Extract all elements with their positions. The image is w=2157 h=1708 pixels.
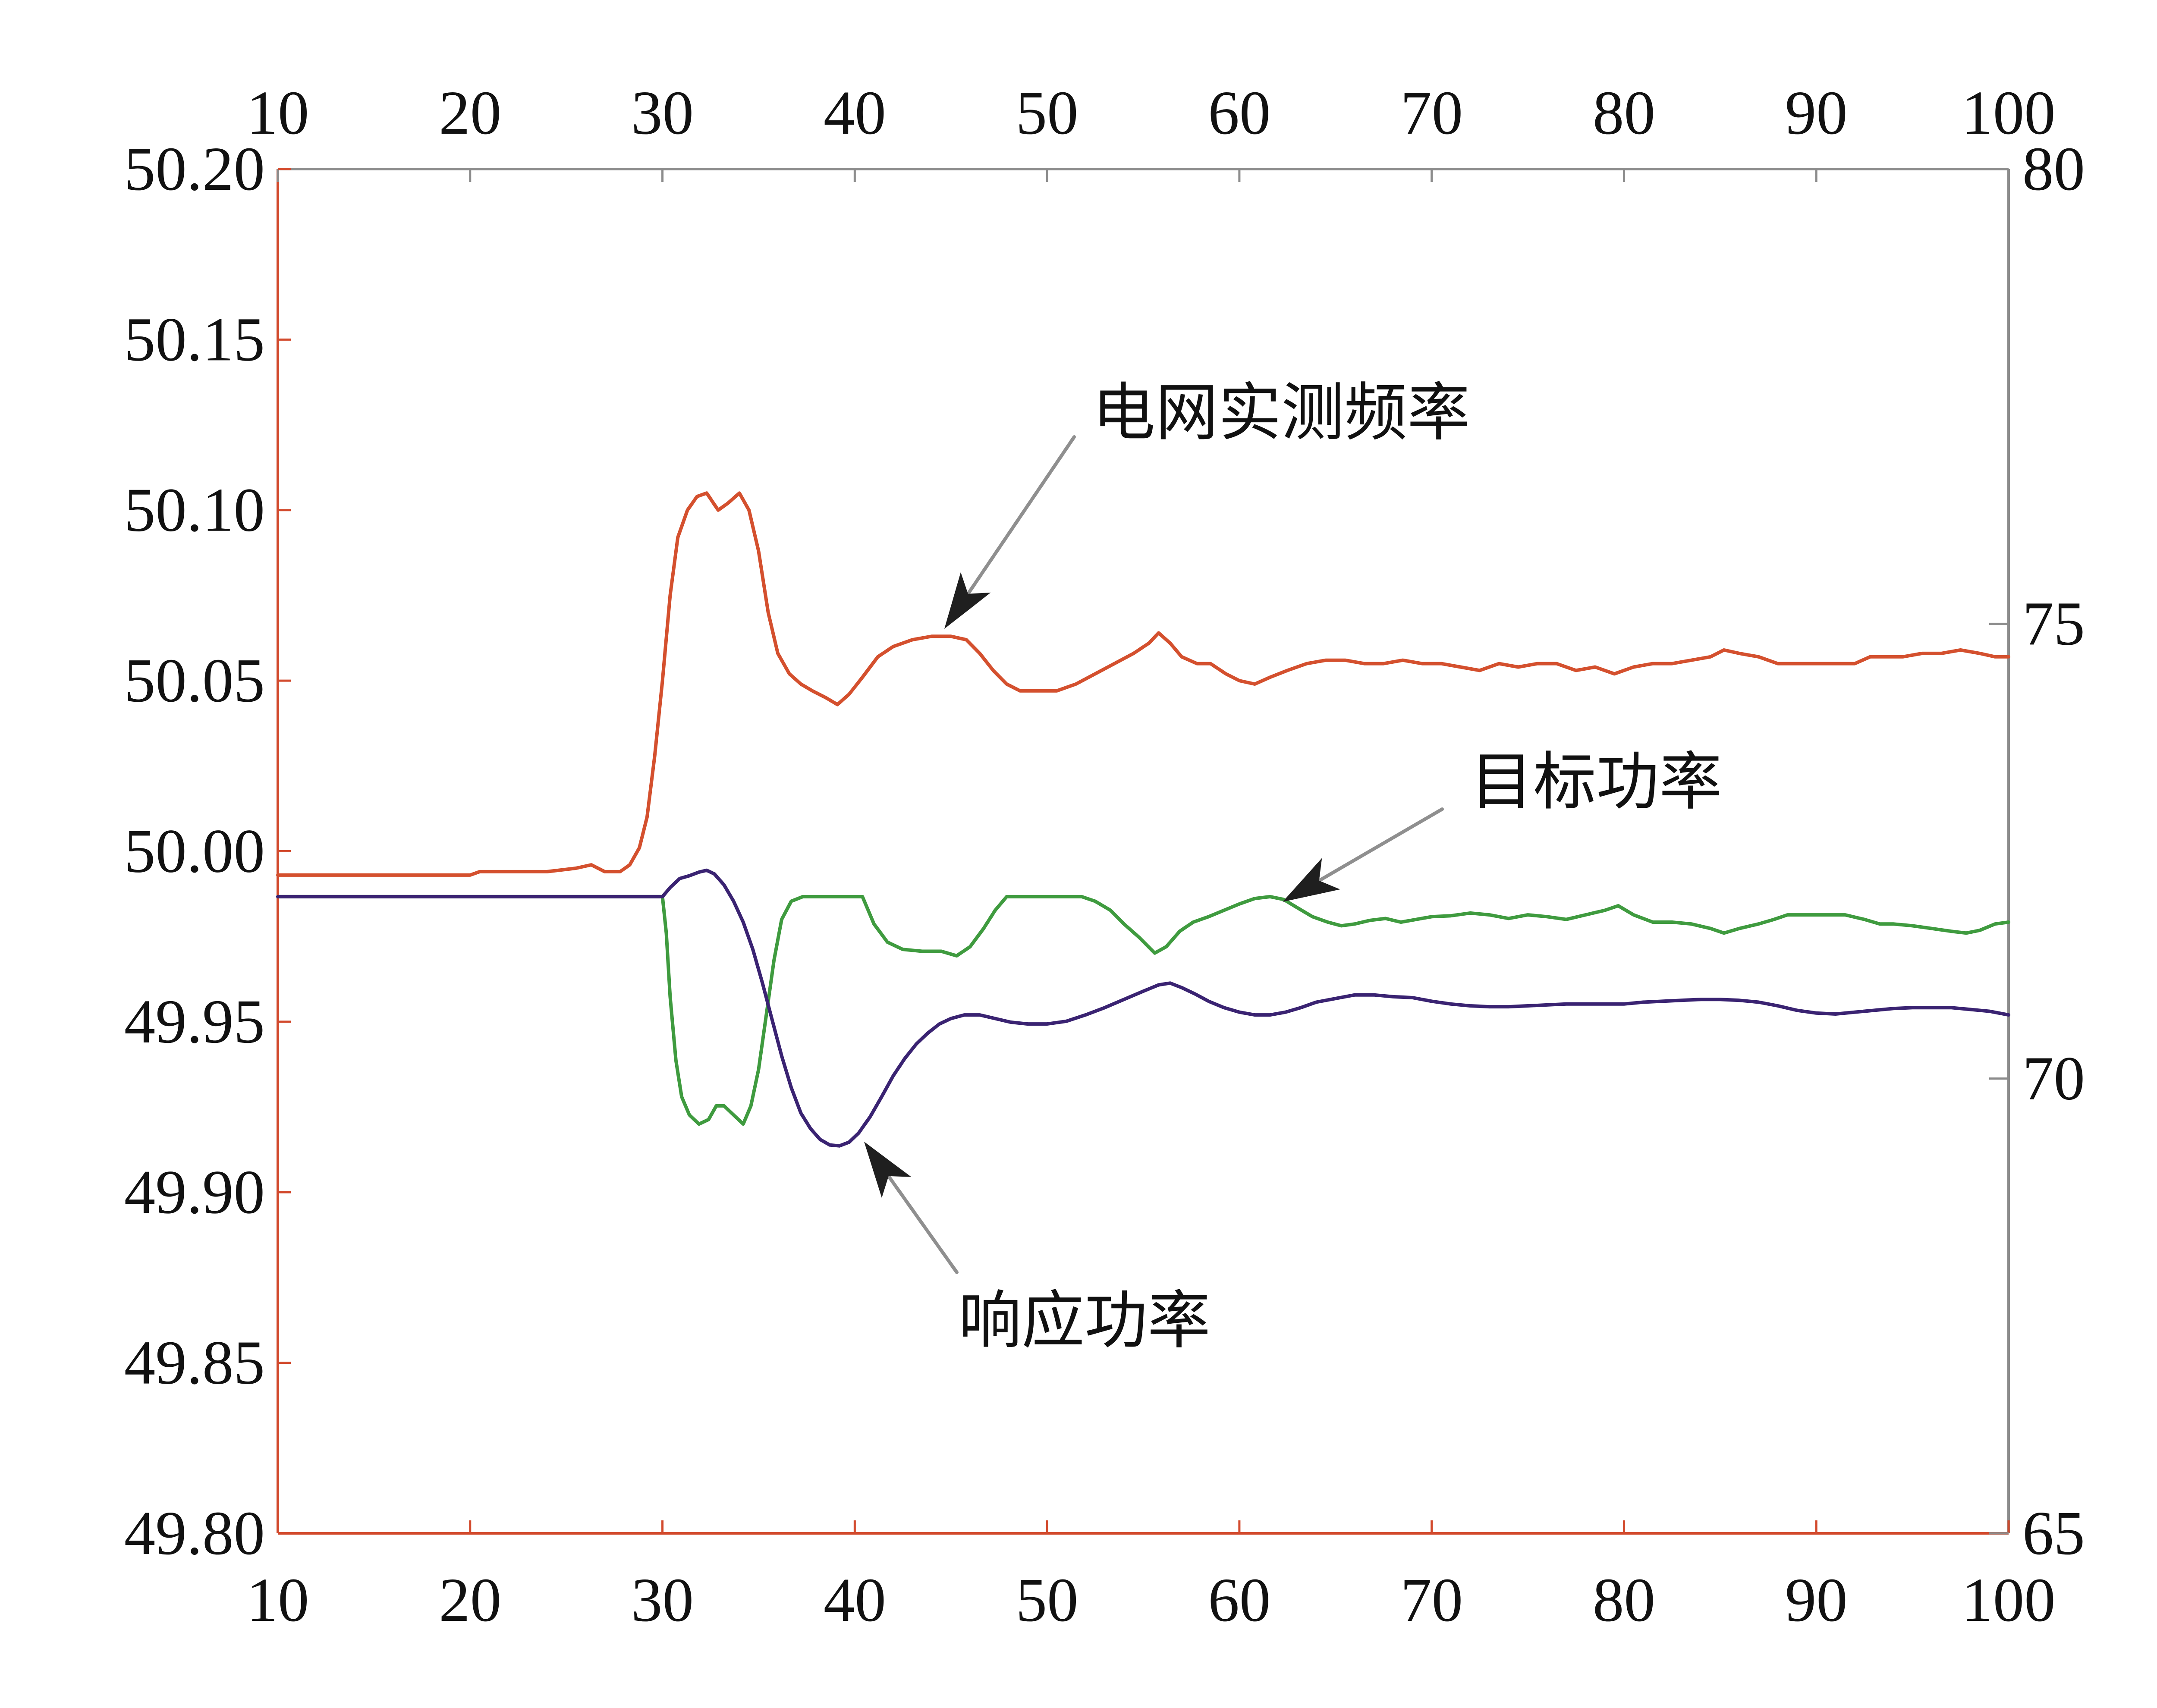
x-tick-label-top: 60 xyxy=(1208,78,1270,148)
x-tick-label-bottom: 70 xyxy=(1400,1566,1463,1635)
x-tick-label-top: 10 xyxy=(247,78,309,148)
annotation-arrow-head-response-power xyxy=(864,1142,912,1198)
x-tick-label-top: 50 xyxy=(1016,78,1078,148)
annotation-arrow-head-target-power xyxy=(1283,858,1340,902)
x-tick-label-top: 100 xyxy=(1962,78,2056,148)
series-line-response-power xyxy=(276,868,2010,1148)
x-tick-label-top: 40 xyxy=(824,78,886,148)
y-left-tick-label: 49.90 xyxy=(124,1158,265,1227)
x-tick-label-top: 80 xyxy=(1593,78,1655,148)
x-tick-label-bottom: 60 xyxy=(1208,1566,1270,1635)
annotation-arrow-shaft-grid-frequency xyxy=(966,435,1076,596)
x-tick-label-bottom: 80 xyxy=(1593,1566,1655,1635)
series-line-grid-frequency xyxy=(276,491,2010,877)
x-tick-label-bottom: 50 xyxy=(1016,1566,1078,1635)
x-tick-label-bottom: 100 xyxy=(1962,1566,2056,1635)
y-left-tick-label: 50.10 xyxy=(124,476,265,545)
x-tick-label-bottom: 30 xyxy=(631,1566,694,1635)
annotation-arrow-head-grid-frequency xyxy=(944,572,991,629)
y-right-tick-label: 75 xyxy=(2022,589,2085,658)
annotation-label-grid-frequency: 电网实测频率 xyxy=(1092,376,1470,449)
y-right-tick-label: 70 xyxy=(2022,1044,2085,1113)
x-tick-label-bottom: 20 xyxy=(439,1566,501,1635)
x-tick-label-top: 90 xyxy=(1785,78,1848,148)
annotation-label-response-power: 响应功率 xyxy=(959,1284,1211,1357)
tick-labels: 10 10 20 20 30 30 40 40 50 50 60 60 70 70 80 80 90 90 100 1… xyxy=(124,78,2085,1635)
series-lines xyxy=(276,491,2010,1148)
y-right-tick-label: 80 xyxy=(2022,135,2085,204)
axes xyxy=(277,168,2010,1535)
x-tick-label-top: 30 xyxy=(631,78,694,148)
annotation-label-target-power: 目标功率 xyxy=(1470,745,1722,819)
y-right-tick-label: 65 xyxy=(2022,1499,2085,1568)
annotation-arrow-shaft-target-power xyxy=(1317,807,1444,882)
y-left-tick-label: 50.20 xyxy=(124,135,265,204)
y-left-tick-label: 49.85 xyxy=(124,1328,265,1397)
annotation-arrow-shaft-response-power xyxy=(887,1174,959,1274)
x-tick-label-bottom: 90 xyxy=(1785,1566,1848,1635)
x-tick-label-top: 20 xyxy=(439,78,501,148)
y-left-tick-label: 50.15 xyxy=(124,305,265,374)
series-line-target-power xyxy=(276,895,2010,1126)
y-left-tick-label: 49.80 xyxy=(124,1499,265,1568)
x-tick-label-bottom: 10 xyxy=(247,1566,309,1635)
x-tick-label-bottom: 40 xyxy=(824,1566,886,1635)
y-left-tick-label: 49.95 xyxy=(124,987,265,1056)
y-left-tick-label: 50.00 xyxy=(124,817,265,886)
x-tick-label-top: 70 xyxy=(1400,78,1463,148)
y-left-tick-label: 50.05 xyxy=(124,646,265,715)
